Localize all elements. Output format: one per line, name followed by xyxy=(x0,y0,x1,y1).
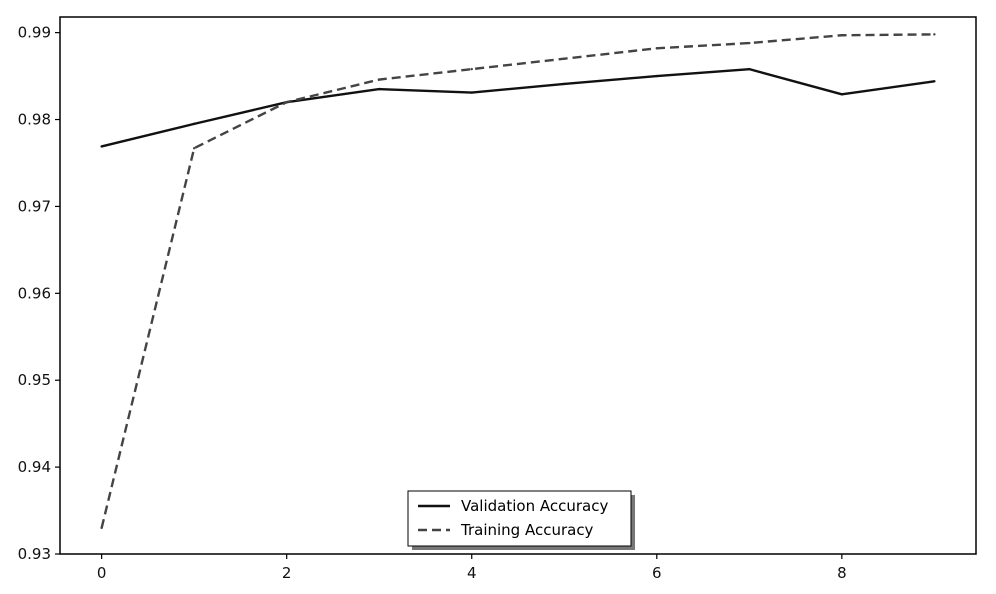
data-point-training-accuracy xyxy=(285,100,288,104)
plot-area xyxy=(59,16,977,555)
legend-box xyxy=(407,490,632,547)
y-tick-label: 0.96 xyxy=(18,284,51,302)
data-point-training-accuracy xyxy=(100,526,103,530)
data-point-training-accuracy xyxy=(840,34,844,37)
data-point-training-accuracy xyxy=(655,47,658,50)
x-tick-label: 8 xyxy=(837,564,847,582)
legend-label-validation: Validation Accuracy xyxy=(461,497,608,515)
data-point-training-accuracy xyxy=(933,33,936,36)
data-point-training-accuracy xyxy=(378,78,381,81)
data-point-validation-accuracy xyxy=(378,87,381,91)
data-point-training-accuracy xyxy=(192,147,196,150)
data-point-validation-accuracy xyxy=(655,74,658,78)
series-points xyxy=(100,33,936,530)
x-axis: 0 2 4 6 8 xyxy=(97,554,847,582)
data-point-training-accuracy xyxy=(470,67,473,71)
data-point-validation-accuracy xyxy=(563,82,566,86)
data-point-validation-accuracy xyxy=(100,145,103,148)
y-tick-label: 0.98 xyxy=(18,111,51,129)
y-tick-label: 0.99 xyxy=(18,24,51,42)
data-point-validation-accuracy xyxy=(933,80,936,83)
x-tick-label: 0 xyxy=(97,564,107,582)
series-line-validation-accuracy xyxy=(101,67,935,148)
data-point-validation-accuracy xyxy=(192,122,196,126)
x-tick-label: 6 xyxy=(652,564,662,582)
y-tick-label: 0.95 xyxy=(18,371,51,389)
y-axis: 0.93 0.94 0.95 0.96 0.97 0.98 0.99 xyxy=(18,24,60,563)
data-point-training-accuracy xyxy=(748,41,751,45)
y-tick-label: 0.97 xyxy=(18,197,51,215)
data-point-validation-accuracy xyxy=(470,91,473,94)
legend-label-training: Training Accuracy xyxy=(460,521,594,539)
x-tick-label: 2 xyxy=(282,564,292,582)
y-tick-label: 0.94 xyxy=(18,458,51,476)
data-point-training-accuracy xyxy=(563,57,566,60)
y-tick-label: 0.93 xyxy=(18,545,51,563)
legend: Validation Accuracy Training Accuracy xyxy=(407,490,635,550)
series-lines xyxy=(100,33,935,529)
data-point-validation-accuracy xyxy=(748,67,751,71)
data-point-validation-accuracy xyxy=(840,93,844,96)
series-line-training-accuracy xyxy=(100,33,935,529)
x-tick-label: 4 xyxy=(467,564,477,582)
